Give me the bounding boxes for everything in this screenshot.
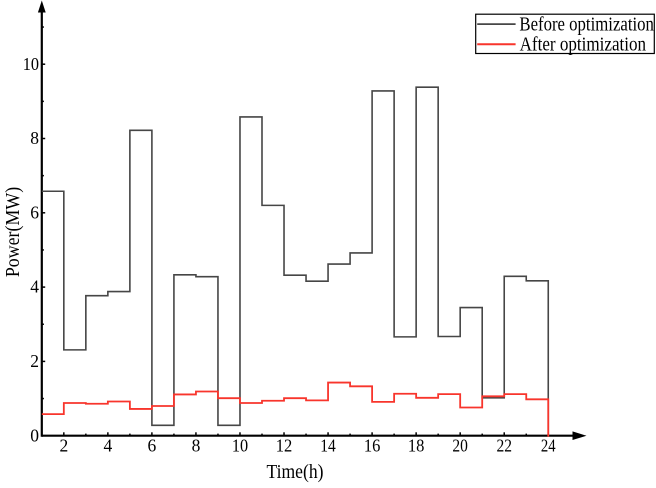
svg-text:10: 10 xyxy=(23,54,39,74)
svg-text:6: 6 xyxy=(30,202,39,222)
svg-text:Before optimization: Before optimization xyxy=(519,15,654,36)
svg-text:4: 4 xyxy=(30,277,39,297)
svg-text:Time(h): Time(h) xyxy=(267,462,324,483)
svg-text:18: 18 xyxy=(408,436,425,456)
svg-text:20: 20 xyxy=(452,436,468,456)
svg-text:10: 10 xyxy=(232,436,248,456)
svg-text:2: 2 xyxy=(30,351,39,371)
svg-text:4: 4 xyxy=(103,436,112,456)
svg-text:8: 8 xyxy=(192,436,201,456)
svg-text:24: 24 xyxy=(541,436,556,456)
svg-text:12: 12 xyxy=(276,436,293,456)
svg-text:8: 8 xyxy=(30,128,39,148)
svg-text:6: 6 xyxy=(148,436,157,456)
svg-text:14: 14 xyxy=(320,436,336,456)
svg-text:16: 16 xyxy=(364,436,381,456)
svg-text:2: 2 xyxy=(59,436,68,456)
svg-text:Power(MW): Power(MW) xyxy=(3,187,24,277)
svg-text:After optimization: After optimization xyxy=(520,34,647,55)
svg-text:0: 0 xyxy=(30,425,39,445)
svg-text:22: 22 xyxy=(496,436,512,456)
